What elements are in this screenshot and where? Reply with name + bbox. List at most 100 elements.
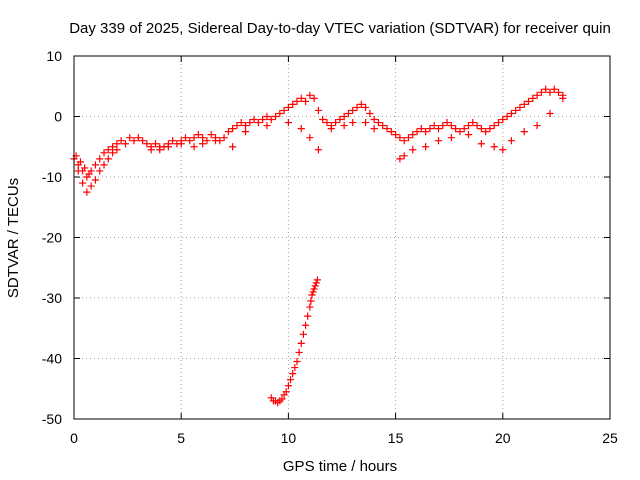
data-point [529, 94, 537, 102]
data-point [126, 134, 134, 142]
data-point [417, 125, 425, 133]
data-point [443, 118, 451, 127]
data-point [211, 137, 220, 145]
data-point [271, 112, 280, 121]
data-point [383, 125, 391, 133]
data-point [490, 143, 498, 151]
x-tick-label: 0 [70, 430, 78, 446]
data-point [278, 395, 286, 403]
data-point [263, 121, 271, 130]
data-point [439, 121, 447, 130]
data-point [91, 176, 100, 184]
data-point [113, 140, 121, 148]
data-point [507, 137, 515, 145]
data-point [181, 134, 190, 142]
data-point [331, 118, 340, 127]
data-point [263, 112, 271, 121]
series-lower_band [74, 94, 567, 196]
data-point [108, 143, 117, 151]
data-point [81, 164, 89, 172]
data-point [297, 125, 305, 133]
data-point [516, 103, 524, 112]
data-point [361, 103, 370, 112]
data-point [314, 146, 323, 154]
data-point [307, 297, 315, 305]
y-tick-label: -50 [42, 411, 62, 427]
data-point [284, 118, 292, 127]
data-point [96, 155, 104, 163]
data-point [396, 155, 404, 163]
data-point [340, 121, 348, 130]
data-point [507, 109, 515, 118]
data-point [409, 146, 417, 154]
data-point [319, 115, 327, 124]
x-tick-label: 15 [388, 430, 404, 446]
data-point [291, 363, 299, 372]
data-point [559, 94, 567, 102]
data-point [392, 131, 400, 139]
data-point [284, 382, 292, 390]
data-point [434, 137, 443, 145]
data-point [220, 134, 228, 142]
data-point [143, 140, 151, 148]
data-point [104, 146, 112, 154]
data-point [413, 128, 421, 136]
data-point [323, 118, 331, 127]
data-point [313, 276, 321, 284]
data-point [229, 143, 237, 151]
data-point [177, 140, 185, 148]
x-tick-label: 10 [281, 430, 297, 446]
data-point [295, 348, 303, 357]
data-point [400, 152, 408, 160]
data-point [76, 158, 85, 166]
data-point [190, 134, 198, 142]
series-low_arc [267, 276, 321, 407]
x-axis-label: GPS time / hours [283, 458, 397, 475]
data-point [186, 137, 194, 145]
data-point [482, 128, 490, 136]
data-point [327, 125, 335, 133]
x-tick-label: 25 [602, 430, 618, 446]
y-tick-labels: -50 -40 -30 -20 -10 0 10 [42, 48, 62, 427]
data-point [117, 137, 125, 145]
data-point [503, 112, 511, 121]
data-point [404, 134, 413, 142]
data-point [422, 143, 430, 151]
data-point [387, 128, 395, 136]
data-point [370, 125, 378, 133]
data-point [366, 109, 374, 118]
data-point [91, 161, 100, 169]
data-point [151, 140, 160, 148]
data-point [74, 167, 82, 175]
data-point [308, 291, 316, 299]
data-point [96, 167, 104, 175]
data-point [276, 109, 284, 118]
data-point [87, 182, 95, 190]
y-tick-label: 0 [54, 109, 62, 125]
data-point [199, 134, 207, 142]
y-tick-label: -40 [42, 351, 62, 367]
data-point [297, 339, 305, 347]
data-point [194, 131, 202, 139]
y-axis-label: SDTVAR / TECUs [5, 178, 22, 298]
data-point [78, 179, 87, 187]
data-point [203, 137, 211, 145]
data-point [533, 91, 541, 99]
data-point [512, 106, 520, 115]
y-tick-label: -30 [42, 290, 62, 306]
data-point [486, 125, 494, 133]
data-point [494, 118, 503, 127]
data-point [460, 125, 468, 133]
data-point [499, 146, 507, 154]
data-point [246, 118, 254, 127]
data-point [434, 125, 443, 133]
data-point [301, 321, 310, 329]
data-point [237, 118, 245, 127]
data-point [336, 115, 344, 124]
data-point [464, 121, 473, 130]
data-point [340, 112, 348, 121]
data-point [546, 88, 554, 96]
data-point [164, 143, 172, 151]
data-point [430, 121, 438, 130]
